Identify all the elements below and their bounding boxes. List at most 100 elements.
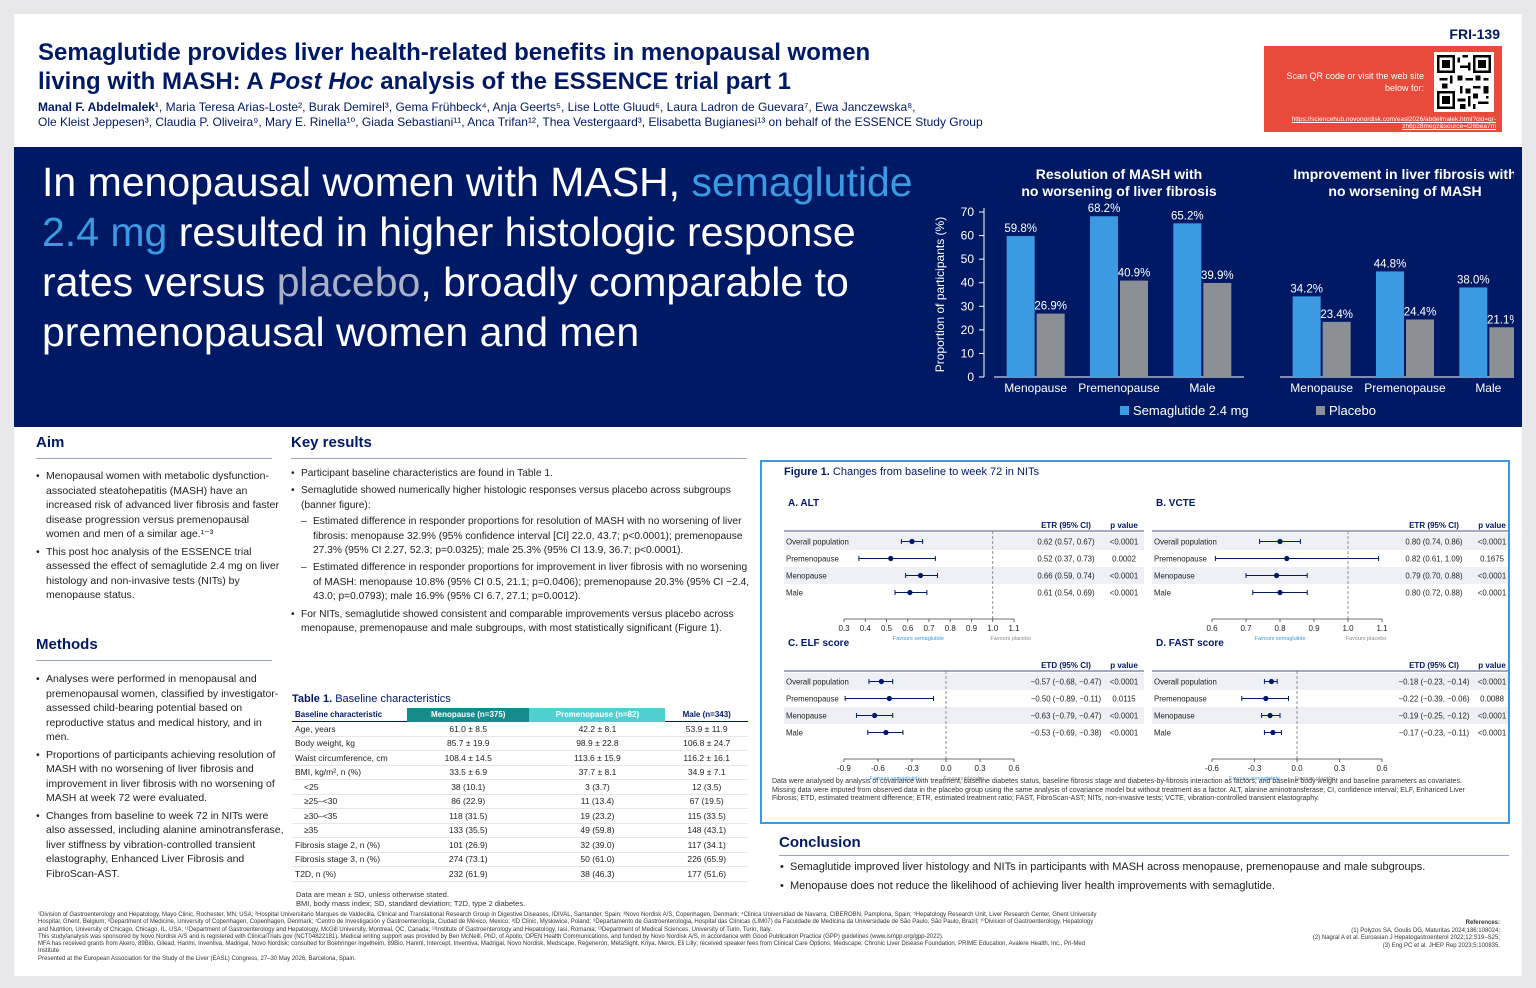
methods-bullet-1: Analyses were performed in menopausal an… [36, 672, 284, 745]
table-note-1: Data are mean ± SD, unless otherwise sta… [296, 890, 449, 899]
panel-title: no worsening of liver fibrosis [1021, 183, 1216, 199]
poster-id: FRI-139 [1449, 26, 1500, 42]
panel-title: C. ELF score [788, 638, 850, 649]
p-value-text: <0.0001 [1478, 678, 1506, 687]
favours-semaglutide-label: Favours semaglutide [1229, 776, 1280, 782]
row-label: BMI, kg/m², n (%) [292, 765, 407, 780]
x-tick-label: -0.6 [1205, 764, 1219, 773]
bar [1120, 280, 1148, 377]
x-tick-label: Premenopause [1078, 381, 1160, 395]
table-cell: 19 (23.2) [529, 808, 666, 824]
headline-semaglutide: semaglutide 2.4 mg [42, 159, 913, 255]
y-tick-label: 40 [961, 276, 975, 290]
x-tick-label: 1.1 [1376, 624, 1388, 633]
estimate-ci-text: 0.62 (0.57, 0.67) [1037, 538, 1095, 547]
aim-bullet-1: Menopausal women with metabolic dysfunct… [36, 469, 280, 542]
p-value-text: 0.1675 [1480, 555, 1505, 564]
x-tick-label: 0.9 [966, 624, 978, 633]
methods-heading: Methods [36, 636, 98, 653]
qr-link[interactable]: https://sciencehub.novonordisk.com/easl2… [1291, 116, 1496, 130]
table-cell: 37.7 ± 8.1 [529, 765, 666, 780]
p-value-text: <0.0001 [1478, 712, 1506, 721]
methods-bullet-2: Proportions of participants achieving re… [36, 748, 284, 806]
aim-bullet-2: This post hoc analysis of the ESSENCE tr… [36, 545, 280, 603]
table-caption-text: Baseline characteristics [332, 693, 451, 705]
table-row: Fibrosis stage 3, n (%) 274 (73.1) 50 (61.… [292, 852, 748, 867]
row-label: Menopause [786, 712, 827, 721]
key-results-heading: Key results [291, 434, 372, 451]
table-row: T2D, n (%) 232 (61.9) 38 (46.3) 177 (51.6) [292, 866, 748, 882]
references-heading: References: [1465, 920, 1500, 926]
x-tick-label: -0.3 [905, 764, 919, 773]
x-tick-label: Menopause [1004, 381, 1067, 395]
p-value-text: <0.0001 [1478, 572, 1506, 581]
legend-swatch [1120, 406, 1129, 415]
point-estimate [1270, 729, 1276, 736]
table-cell: 115 (33.5) [665, 808, 748, 824]
table-cell: 108.4 ± 14.5 [407, 750, 530, 766]
row-label: Fibrosis stage 3, n (%) [292, 852, 407, 867]
headline-part-3: resulted in higher histologic response r… [42, 209, 856, 305]
point-estimate [917, 572, 924, 579]
row-band [1152, 673, 1508, 690]
table-cell: 11 (13.4) [529, 794, 666, 809]
point-estimate [1277, 538, 1283, 545]
table-row: Age, years 61.0 ± 8.5 42.2 ± 8.1 53.9 ± 11.… [292, 721, 748, 737]
footer-text: ¹Division of Gastroenterology and Hepato… [38, 912, 1098, 963]
qr-code-icon[interactable] [1434, 52, 1494, 112]
x-tick-label: 0.6 [1206, 624, 1218, 633]
table-cell: 274 (73.1) [407, 852, 530, 867]
qr-code-box[interactable]: Scan QR code or visit the web site below… [1264, 46, 1502, 132]
bar [1459, 287, 1488, 377]
point-estimate [1284, 555, 1290, 562]
table-cell: 86 (22.9) [407, 794, 530, 809]
table-header-menopause: Menopause (n=375) [407, 708, 530, 722]
point-estimate [883, 729, 889, 736]
table-cell: 33.5 ± 6.9 [407, 765, 530, 780]
author-list: Manal F. Abdelmalek¹, Maria Teresa Arias… [38, 100, 1238, 130]
y-axis-label: Proportion of participants (%) [933, 217, 947, 372]
row-label: Overall population [1154, 678, 1217, 687]
p-value-text: 0.0088 [1480, 695, 1504, 704]
row-label: Male [1154, 729, 1171, 738]
x-tick-label: -0.9 [837, 764, 851, 773]
column-header-pvalue: p value [1478, 521, 1506, 530]
estimate-ci-text: 0.66 (0.59, 0.74) [1037, 572, 1095, 581]
row-label: Premenopause [786, 555, 839, 564]
point-estimate [907, 589, 913, 596]
p-value-text: <0.0001 [1110, 589, 1138, 598]
table-cell: 113.6 ± 15.9 [529, 750, 666, 766]
table-cell: 34.9 ± 7.1 [665, 765, 748, 780]
table-cell: 106.8 ± 24.7 [665, 736, 748, 751]
estimate-ci-text: 0.61 (0.54, 0.69) [1037, 589, 1095, 598]
table-row: Fibrosis stage 2, n (%) 101 (26.9) 32 (39.… [292, 837, 748, 853]
panel-title: Improvement in liver fibrosis with [1293, 166, 1514, 182]
favours-semaglutide-label: Favours semaglutide [869, 776, 920, 782]
favours-placebo-label: Favours placebo [1346, 636, 1387, 642]
bar-data-label: 40.9% [1118, 268, 1151, 280]
point-estimate [1268, 678, 1275, 685]
reference-3: (3) Eng PC et al. JHEP Rep 2023;5:100835… [1382, 942, 1500, 949]
table-header-characteristic: Baseline characteristic [292, 708, 407, 722]
estimate-ci-text: −0.53 (−0.69, −0.38) [1031, 729, 1102, 738]
bar-data-label: 39.9% [1201, 270, 1234, 282]
headline-part-5: , broadly comparable to premenopausal wo… [42, 259, 849, 355]
table-cell: 53.9 ± 11.9 [665, 721, 748, 737]
conclusion-bullet-2: Menopause does not reduce the likelihood… [780, 878, 1510, 894]
table-cell: 3 (3.7) [529, 779, 666, 795]
figure-1-label: Figure 1. [784, 466, 830, 478]
title-line-2: living with MASH: A Post Hoc analysis of… [38, 67, 1138, 96]
aim-heading: Aim [36, 434, 65, 451]
estimate-ci-text: 0.79 (0.70, 0.88) [1405, 572, 1463, 581]
footer-funding: This study/analysis was sponsored by Nov… [38, 933, 944, 940]
first-author: Manal F. Abdelmalek¹ [38, 100, 159, 114]
table-cell: 232 (61.9) [407, 866, 530, 882]
table-row: ≥25–<30 86 (22.9) 11 (13.4) 67 (19.5) [292, 794, 748, 809]
table-cell: 38 (10.1) [407, 779, 530, 795]
p-value-text: <0.0001 [1110, 538, 1138, 547]
p-value-text: <0.0001 [1478, 589, 1506, 598]
row-label: Premenopause [1154, 695, 1207, 704]
aim-list: Menopausal women with metabolic dysfunct… [36, 469, 280, 606]
bar [1006, 236, 1035, 377]
x-tick-label: Menopause [1290, 381, 1353, 395]
